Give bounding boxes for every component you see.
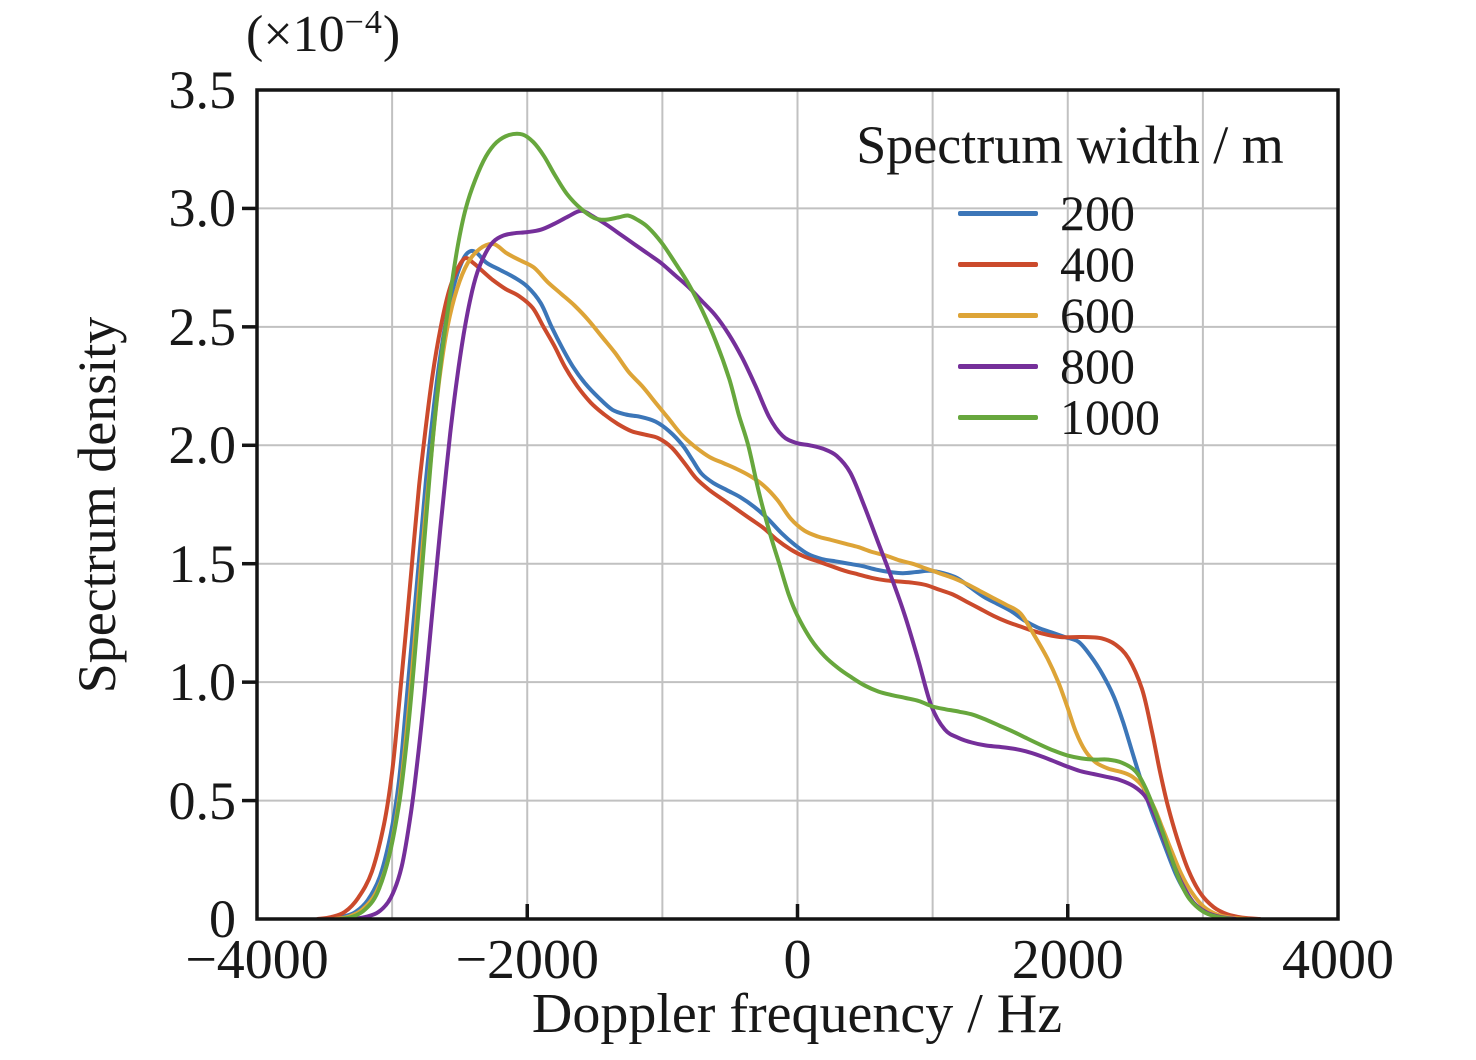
offset-suffix: ) (382, 6, 401, 63)
legend-item-600: 600 (958, 290, 1310, 341)
legend-swatch-200 (958, 211, 1038, 216)
x-tick-label-0: 0 (783, 929, 812, 991)
y-tick-label-2.5: 2.5 (168, 296, 237, 357)
legend-item-label: 800 (1060, 338, 1135, 394)
curves (315, 131, 1262, 919)
x-tick-label-−2000: −2000 (455, 929, 600, 991)
offset-prefix: (×10 (246, 6, 345, 63)
legend-item-label: 600 (1060, 287, 1135, 343)
legend-item-200: 200 (958, 188, 1310, 239)
series-line-600 (333, 241, 1251, 919)
legend-item-label: 1000 (1060, 389, 1160, 445)
y-axis-title: Spectrum density (67, 316, 127, 694)
gridlines (257, 90, 1338, 919)
legend-swatch-400 (958, 262, 1038, 267)
legend-item-1000: 1000 (958, 392, 1310, 443)
y-tick-label-1.5: 1.5 (168, 533, 237, 594)
legend-swatch-600 (958, 313, 1038, 318)
legend-swatch-1000 (958, 415, 1038, 420)
legend-swatch-800 (958, 364, 1038, 369)
y-tick-label-0.5: 0.5 (168, 770, 237, 831)
legend: Spectrum width / m 200 400 600 800 1000 (850, 114, 1310, 443)
y-tick-label-0: 0 (209, 889, 236, 949)
legend-item-label: 400 (1060, 236, 1135, 292)
plot-frame (255, 88, 1340, 921)
x-tick-label-4000: 4000 (1282, 929, 1394, 991)
x-tick-label-−4000: −4000 (185, 929, 329, 991)
offset-exponent: −4 (344, 4, 383, 41)
legend-rows: 200 400 600 800 1000 (850, 188, 1310, 443)
legend-title: Spectrum width / m (856, 115, 1284, 175)
series-line-800 (349, 208, 1238, 919)
legend-item-400: 400 (958, 239, 1310, 290)
tick-marks (242, 206, 1070, 919)
y-tick-label-1.0: 1.0 (168, 652, 237, 713)
legend-item-800: 800 (958, 341, 1310, 392)
x-axis-title: Doppler frequency / Hz (531, 983, 1063, 1045)
legend-item-label: 200 (1060, 185, 1135, 241)
series-line-1000 (338, 131, 1234, 919)
y-tick-label-2.0: 2.0 (168, 415, 237, 476)
y-tick-label-3.5: 3.5 (168, 60, 237, 120)
x-tick-label-2000: 2000 (1011, 929, 1124, 991)
y-axis-offset-label: (×10−4) (246, 4, 400, 64)
y-tick-label-3.0: 3.0 (168, 178, 237, 239)
series-line-400 (315, 256, 1262, 919)
